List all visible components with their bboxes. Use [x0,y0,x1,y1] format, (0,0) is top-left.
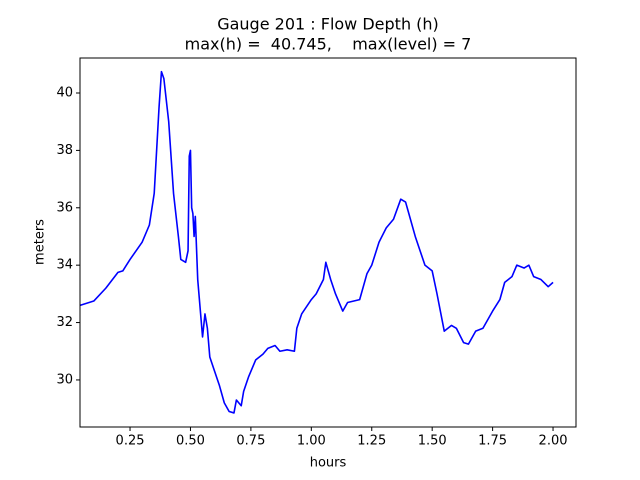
y-tick-label: 30 [56,372,73,387]
x-tick-label: 2.00 [539,434,568,449]
x-tick-label: 1.25 [357,434,386,449]
y-tick-label: 40 [56,86,73,101]
chart-subtitle: max(h) = 40.745, max(level) = 7 [185,35,472,54]
x-tick-label: 1.00 [297,434,326,449]
y-tick-label: 38 [56,143,73,158]
y-tick-label: 34 [56,258,73,273]
chart-title: Gauge 201 : Flow Depth (h) [217,15,439,34]
data-line [79,70,554,414]
plot-frame [79,57,577,428]
x-axis-label: hours [310,456,347,471]
x-tick-label: 1.50 [418,434,447,449]
y-axis-label: meters [33,219,48,265]
y-tick-label: 32 [56,315,73,330]
x-tick-label: 1.75 [478,434,507,449]
y-tick-label: 36 [56,200,73,215]
x-tick-label: 0.25 [116,434,145,449]
x-tick-label: 0.75 [236,434,265,449]
x-tick-label: 0.50 [176,434,205,449]
